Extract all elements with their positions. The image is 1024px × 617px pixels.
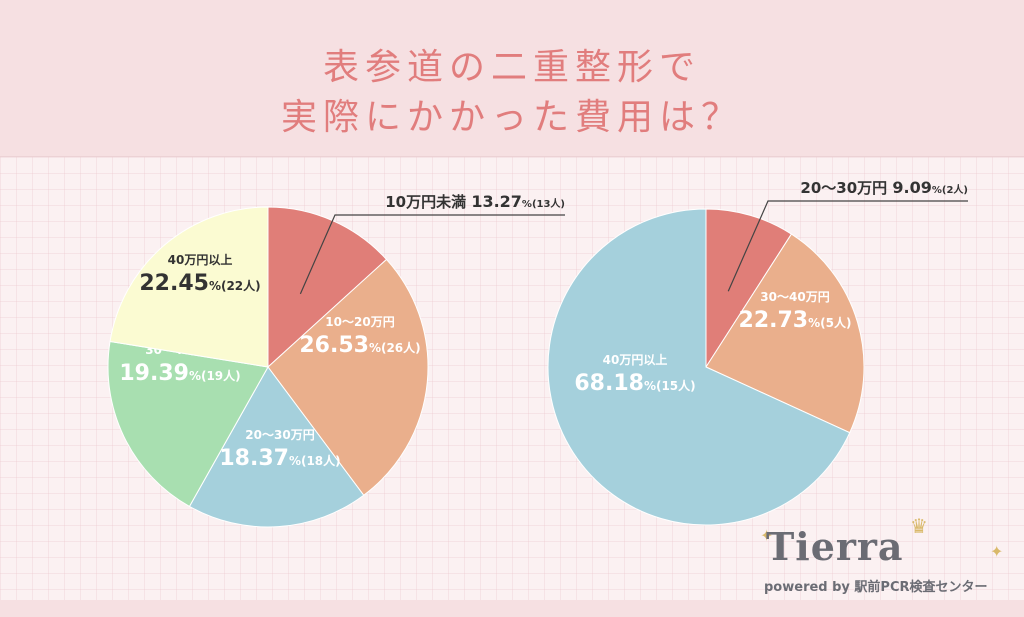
brand-logo: ✦ ✦ ♛ Tierra powered by 駅前PCR検査センター	[760, 514, 1010, 610]
slice-label-0-2: 20〜30万円	[245, 428, 314, 442]
callout-line-0	[299, 214, 565, 295]
pie-slice-1-1	[705, 233, 865, 434]
slice-label-0-4: 40万円以上	[168, 252, 233, 267]
pie-slice-0-1	[267, 258, 429, 496]
footer-band	[0, 600, 1024, 617]
slice-label-0-1: 10〜20万円	[325, 315, 394, 329]
pie-slice-0-2	[188, 366, 365, 528]
pie-slice-0-3	[107, 340, 269, 508]
slice-value-1-1: 22.73%(5人)	[739, 308, 852, 333]
pie-slice-0-4	[109, 206, 269, 368]
pie-slice-1-0	[705, 208, 793, 369]
callout-line-1	[727, 200, 968, 292]
sparkle-icon: ✦	[760, 526, 774, 545]
slice-value-0-3: 19.39%(19人)	[119, 361, 240, 386]
pie-slice-1-2	[547, 208, 851, 526]
callout-label-0: 10万円未満 13.27%(13人)	[385, 192, 565, 211]
header-band: 表参道の二重整形で 実際にかかった費用は？	[0, 0, 1024, 157]
logo-tagline: powered by 駅前PCR検査センター	[764, 580, 988, 595]
title-line-1: 表参道の二重整形で	[322, 47, 701, 88]
slice-value-1-2: 68.18%(15人)	[574, 371, 695, 396]
logo-wordmark: Tierra	[766, 524, 904, 569]
title-line-2: 実際にかかった費用は？	[280, 97, 743, 138]
slice-value-0-4: 22.45%(22人)	[139, 271, 260, 296]
callout-label-1: 20〜30万円 9.09%(2人)	[800, 178, 968, 197]
slice-value-0-1: 26.53%(26人)	[299, 333, 420, 358]
slice-value-0-2: 18.37%(18人)	[219, 446, 340, 471]
slice-label-1-1: 30〜40万円	[760, 290, 829, 304]
slice-label-1-2: 40万円以上	[603, 352, 668, 367]
crown-icon: ♛	[910, 514, 928, 538]
sparkle-icon: ✦	[990, 542, 1004, 561]
